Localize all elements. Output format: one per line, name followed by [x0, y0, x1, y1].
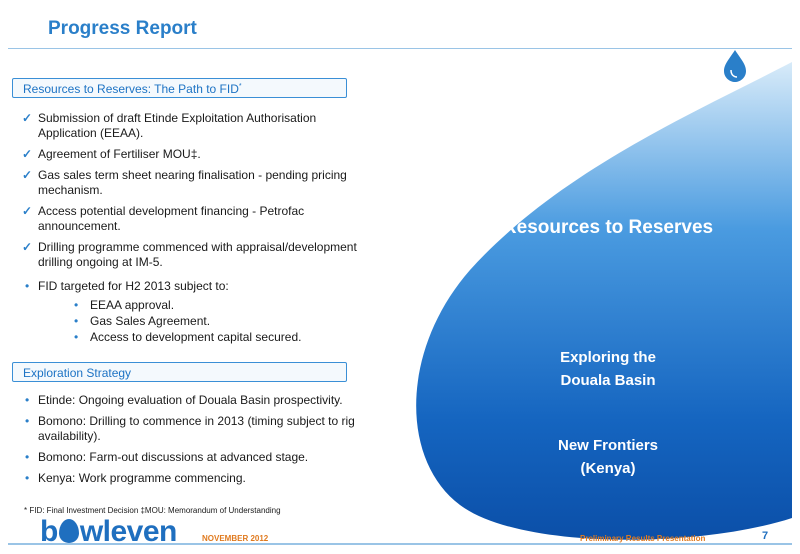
bullet-icon: • [74, 330, 79, 344]
checkmark-icon: ✓ [22, 240, 33, 254]
list-item-fid: • FID targeted for H2 2013 subject to: [25, 279, 229, 293]
footnote: * FID: Final Investment Decision ‡MOU: M… [24, 506, 281, 515]
bowleven-logo: b wleven [40, 515, 177, 548]
bullet-icon: • [25, 471, 30, 485]
bullet-icon: • [25, 414, 30, 428]
title-divider [8, 48, 792, 49]
bullet-icon: • [25, 393, 30, 407]
footer-presentation-title: Preliminary Results Presentation [580, 534, 706, 543]
checkmark-icon: ✓ [22, 111, 33, 125]
list-item: ✓ Drilling programme commenced with appra… [22, 240, 357, 269]
list-item: • Bomono: Drilling to commence in 2013 (t… [25, 414, 355, 443]
sub-list-item: • EEAA approval. [74, 298, 175, 312]
section-resources-to-reserves: Resources to Reserves: The Path to FID* [12, 78, 347, 98]
list-item: ✓ Access potential development financing … [22, 204, 305, 233]
drop-new-frontiers: New Frontiers (Kenya) [557, 437, 659, 477]
bullet-icon: • [25, 279, 30, 293]
sub-list-item: • Access to development capital secured. [74, 330, 302, 344]
checkmark-icon: ✓ [22, 147, 33, 161]
drop-title: Resources to Reserves [502, 217, 714, 238]
list-item: ✓ Agreement of Fertiliser MOU‡. [22, 147, 201, 161]
footer-divider [8, 543, 792, 545]
resources-list: ✓ Submission of draft Etinde Exploitation… [22, 111, 372, 346]
bullet-icon: • [74, 298, 79, 312]
page-title: Progress Report [48, 18, 197, 39]
drop-exploring-douala: Exploring the Douala Basin [560, 349, 656, 389]
page-number: 7 [762, 530, 769, 542]
checkmark-icon: ✓ [22, 204, 33, 218]
footer-date: NOVEMBER 2012 [202, 534, 269, 543]
list-item: • Bomono: Farm-out discussions at advance… [25, 450, 309, 464]
bullet-icon: • [74, 314, 79, 328]
list-item: ✓ Gas sales term sheet nearing finalisati… [22, 168, 347, 197]
list-item: ✓ Submission of draft Etinde Exploitation… [22, 111, 317, 140]
bullet-icon: • [25, 450, 30, 464]
logo-drop-icon [58, 519, 79, 543]
section-exploration-strategy: Exploration Strategy [12, 362, 347, 382]
exploration-list: • Etinde: Ongoing evaluation of Douala Ba… [22, 393, 372, 492]
list-item: • Kenya: Work programme commencing. [25, 471, 246, 485]
checkmark-icon: ✓ [22, 168, 33, 182]
small-drop-icon [724, 50, 746, 82]
list-item: • Etinde: Ongoing evaluation of Douala Ba… [25, 393, 343, 407]
sub-list-item: • Gas Sales Agreement. [74, 314, 211, 328]
